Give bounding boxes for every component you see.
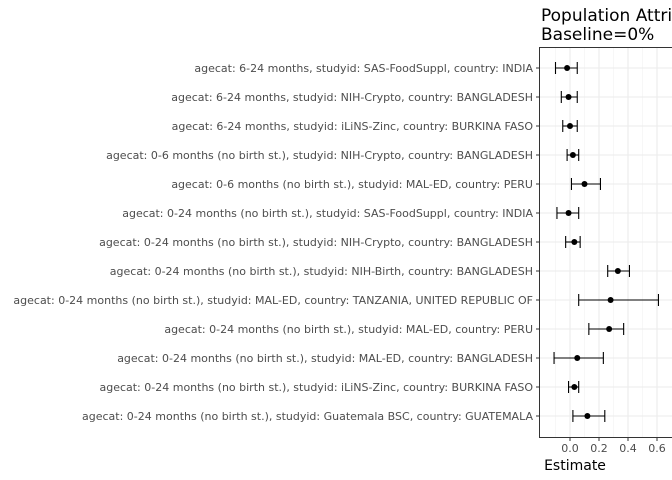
y-axis-category-label: agecat: 0-6 months (no birth st.), study… xyxy=(106,149,533,162)
y-axis-category-label: agecat: 0-24 months (no birth st.), stud… xyxy=(82,410,533,423)
estimate-point xyxy=(614,268,621,274)
estimate-point xyxy=(567,123,573,129)
y-axis-category-label: agecat: 0-24 months (no birth st.), stud… xyxy=(99,236,533,249)
estimate-point xyxy=(606,326,613,332)
y-axis-category-label: agecat: 6-24 months, studyid: NIH-Crypto… xyxy=(171,91,533,104)
y-axis-category-label: agecat: 0-24 months (no birth st.), stud… xyxy=(13,294,533,307)
estimate-row xyxy=(570,178,602,190)
estimate-point xyxy=(574,355,581,361)
y-axis-category-label: agecat: 6-24 months, studyid: iLiNS-Zinc… xyxy=(172,120,534,133)
estimate-point xyxy=(569,152,576,158)
estimate-point xyxy=(584,413,591,419)
y-axis-category-label: agecat: 0-24 months (no birth st.), stud… xyxy=(117,352,533,365)
x-axis-ticks: 0.0 0.2 0.4 0.6 xyxy=(561,437,666,455)
x-axis-tick-label: 0.2 xyxy=(590,442,608,455)
estimate-point xyxy=(565,210,572,216)
y-axis-category-label: agecat: 0-24 months (no birth st.), stud… xyxy=(122,207,533,220)
x-axis-label: Estimate xyxy=(544,458,606,474)
x-axis-tick-label: 0.4 xyxy=(619,442,637,455)
estimate-point xyxy=(571,384,578,390)
estimate-point xyxy=(607,297,614,303)
estimate-point xyxy=(565,94,572,100)
y-axis-category-label: agecat: 0-24 months (no birth st.), stud… xyxy=(99,381,533,394)
estimate-row xyxy=(578,294,660,306)
estimate-row xyxy=(562,120,578,132)
estimate-point xyxy=(571,239,578,245)
estimate-row xyxy=(560,91,578,103)
estimate-row xyxy=(556,207,580,219)
estimate-row xyxy=(567,381,580,393)
estimate-row xyxy=(607,265,631,277)
y-axis-labels: agecat: 6-24 months, studyid: SAS-FoodSu… xyxy=(13,62,540,423)
estimate-point xyxy=(564,65,571,71)
y-axis-category-label: agecat: 6-24 months, studyid: SAS-FoodSu… xyxy=(194,62,533,75)
plot-marks xyxy=(553,62,660,422)
estimate-row xyxy=(565,236,581,248)
estimate-row xyxy=(572,410,606,422)
estimate-row xyxy=(588,323,625,335)
y-axis-category-label: agecat: 0-6 months (no birth st.), study… xyxy=(171,178,533,191)
estimate-row xyxy=(553,352,604,364)
chart-title: Population Attributable Fraction xyxy=(541,6,672,26)
x-axis-tick-label: 0.0 xyxy=(561,442,579,455)
estimate-row xyxy=(566,149,580,161)
y-axis-category-label: agecat: 0-24 months (no birth st.), stud… xyxy=(110,265,533,278)
estimate-row xyxy=(554,62,578,74)
chart-subtitle: Baseline=0% xyxy=(541,25,654,45)
y-axis-category-label: agecat: 0-24 months (no birth st.), stud… xyxy=(164,323,533,336)
estimate-point xyxy=(581,181,588,187)
x-axis-tick-label: 0.6 xyxy=(648,442,666,455)
